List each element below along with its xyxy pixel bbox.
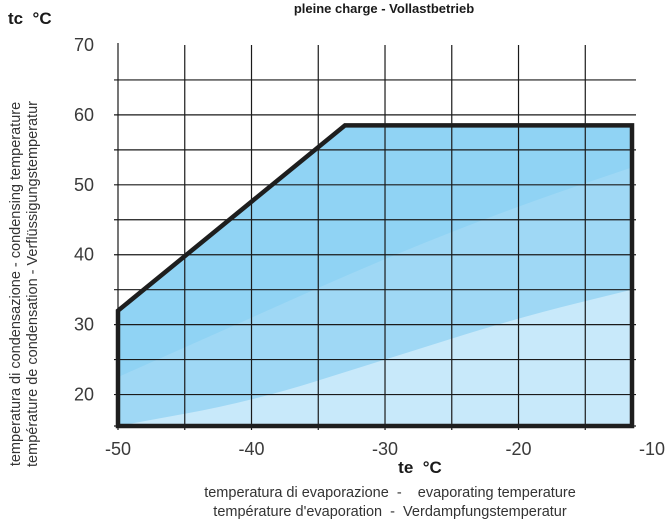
y-tick-label: 40 [74, 245, 94, 265]
x-tick-label: -40 [238, 439, 264, 459]
y-tick-label: 30 [74, 315, 94, 335]
x-tick-label: -50 [105, 439, 131, 459]
y-axis-label-line-1: temperatura di condensazione - condensin… [8, 102, 24, 466]
chart-title: pleine charge - Vollastbetrieb [294, 1, 474, 16]
x-tick-label: -30 [372, 439, 398, 459]
y-axis-label: temperatura di condensazione - condensin… [8, 101, 41, 467]
x-tick-label: -10 [639, 439, 665, 459]
x-axis-label-line-2: température d'evaporation - Verdampfungs… [213, 504, 567, 520]
y-axis-unit: tc °C [8, 9, 52, 28]
band-layer [118, 125, 632, 426]
envelope-outline [115, 123, 635, 429]
tick-labels: -50 -40 -30 -20 -10 20 30 40 50 60 70 [74, 35, 665, 459]
y-tick-label: 70 [74, 35, 94, 55]
x-axis-label-line-1: temperatura di evaporazione - evaporatin… [204, 485, 576, 501]
y-tick-label: 50 [74, 175, 94, 195]
y-tick-label: 60 [74, 105, 94, 125]
x-tick-label: -20 [506, 439, 532, 459]
envelope-layer [115, 123, 635, 429]
x-axis-unit: te °C [398, 458, 442, 477]
y-tick-label: 20 [74, 385, 94, 405]
y-axis-label-line-2: température de condensation - Verflüssig… [25, 101, 41, 467]
band-2 [118, 283, 632, 426]
grid-lines [114, 43, 636, 430]
